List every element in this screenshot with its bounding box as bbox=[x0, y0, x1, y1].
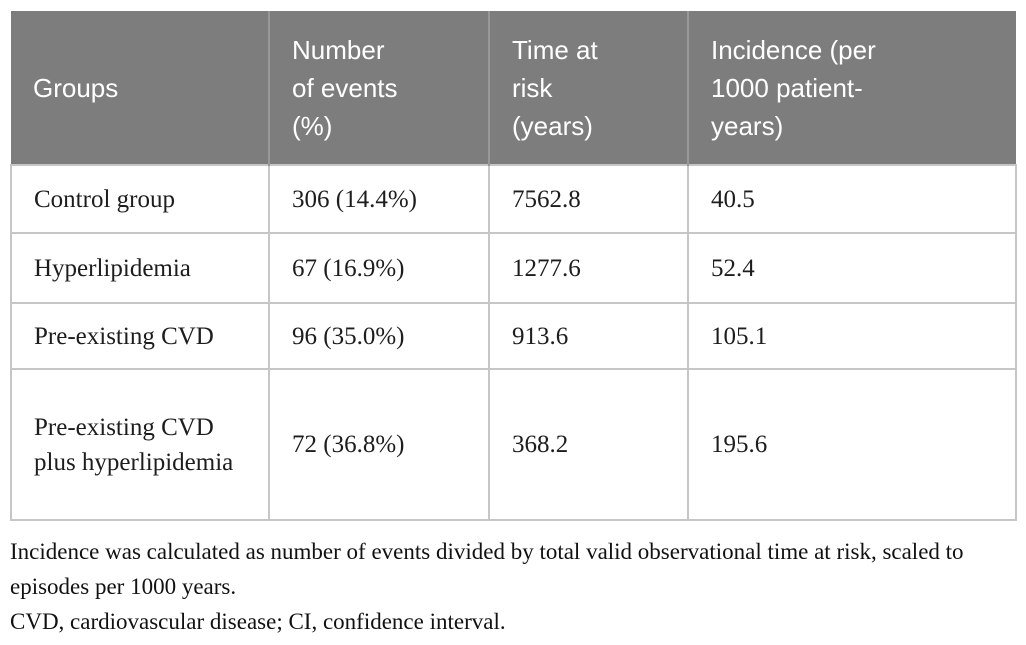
cell-events: 67 (16.9%) bbox=[268, 232, 490, 304]
cell-incidence: 52.4 bbox=[687, 232, 1017, 304]
column-header-number-of-events: Number of events (%) bbox=[268, 11, 489, 165]
column-header-time-at-risk: Time at risk (years) bbox=[488, 11, 688, 165]
cell-time-at-risk: 913.6 bbox=[488, 302, 689, 370]
table-row-hyperlipidemia: Hyperlipidemia 67 (16.9%) 1277.6 52.4 bbox=[10, 232, 1017, 304]
cell-time-at-risk: 1277.6 bbox=[488, 232, 689, 304]
cell-events: 96 (35.0%) bbox=[268, 302, 490, 370]
column-header-groups: Groups bbox=[11, 11, 269, 165]
footnote-incidence-definition: Incidence was calculated as number of ev… bbox=[10, 539, 964, 599]
table-row-pre-existing-cvd-plus-hyperlipidemia: Pre-existing CVD plus hyperlipidemia 72 … bbox=[10, 368, 1017, 521]
table-row-control-group: Control group 306 (14.4%) 7562.8 40.5 bbox=[10, 164, 1017, 234]
incidence-table: Groups Number of events (%) Time at risk… bbox=[10, 11, 1017, 521]
cell-group: Control group bbox=[10, 164, 270, 234]
cell-incidence: 40.5 bbox=[687, 164, 1017, 234]
footnote-abbreviations: CVD, cardiovascular disease; CI, confide… bbox=[10, 609, 506, 634]
cell-incidence: 195.6 bbox=[687, 368, 1017, 521]
cell-group: Pre-existing CVD plus hyperlipidemia bbox=[10, 368, 270, 521]
cell-time-at-risk: 368.2 bbox=[488, 368, 689, 521]
cell-group: Hyperlipidemia bbox=[10, 232, 270, 304]
table-footnotes: Incidence was calculated as number of ev… bbox=[10, 534, 1020, 639]
cell-time-at-risk: 7562.8 bbox=[488, 164, 689, 234]
cell-events: 72 (36.8%) bbox=[268, 368, 490, 521]
column-header-incidence: Incidence (per 1000 patient- years) bbox=[687, 11, 1016, 165]
cell-events: 306 (14.4%) bbox=[268, 164, 490, 234]
table-row-pre-existing-cvd: Pre-existing CVD 96 (35.0%) 913.6 105.1 bbox=[10, 302, 1017, 370]
cell-group: Pre-existing CVD bbox=[10, 302, 270, 370]
cell-incidence: 105.1 bbox=[687, 302, 1017, 370]
table-header-row: Groups Number of events (%) Time at risk… bbox=[11, 11, 1016, 165]
